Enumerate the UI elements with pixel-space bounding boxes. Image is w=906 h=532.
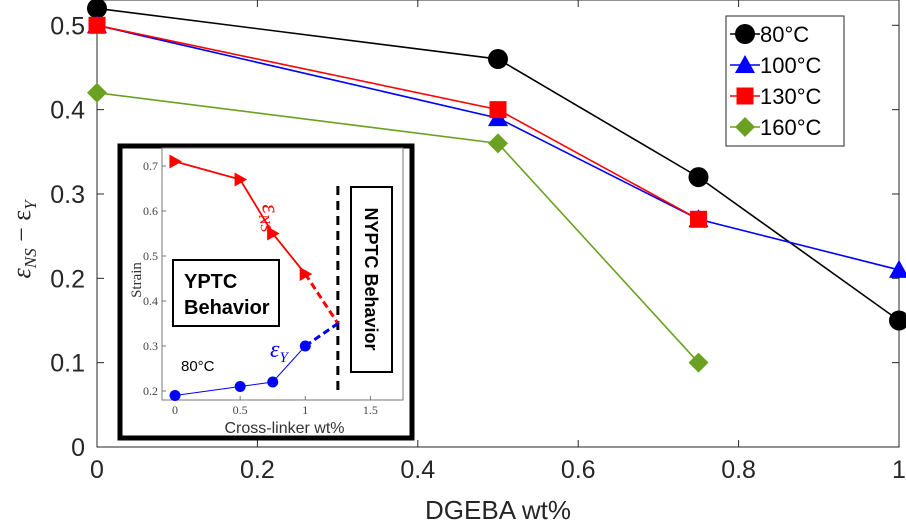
y-tick-label: 0.2 [50, 265, 85, 293]
inset-data-point [267, 376, 279, 388]
inset-x-tick-label: 0 [172, 403, 178, 417]
inset-series-line [174, 345, 306, 396]
y-axis-label-sub: NS [21, 248, 40, 269]
legend-marker [735, 55, 755, 73]
inset-x-axis-label: Cross-linker wt% [224, 420, 344, 437]
nyptc-region-box [350, 186, 393, 373]
inset-data-point [234, 172, 248, 187]
data-point-160°C [688, 352, 709, 373]
data-point-80°C [688, 167, 709, 188]
data-point-80°C [889, 310, 906, 331]
data-point-80°C [87, 0, 107, 19]
y-axis-label-part: ε [7, 268, 36, 279]
inset-y-tick-label: 0.6 [143, 204, 158, 218]
inset-series-label-y: εY [270, 337, 289, 366]
main-plot: 0 0.2 0.4 0.6 0.8 1 0 0.1 0.2 0.3 0.4 0.5 DGEBA wt% ε… [7, 0, 906, 525]
inset-data-point [299, 340, 311, 352]
inset-x-tick-label: 0.5 [233, 403, 248, 417]
y-tick-label: 0 [71, 434, 85, 462]
inset-y-axis-label: Strain [129, 262, 145, 298]
extrapolation-line [304, 322, 339, 348]
y-axis-label: εNS − εY [7, 199, 40, 279]
ypt-region-label: YPTC [184, 271, 237, 293]
ypt-region-box [172, 259, 280, 327]
inset-temperature-label: 80°C [181, 358, 215, 375]
legend-label: 130°C [760, 84, 822, 109]
y-tick-label: 0.5 [50, 12, 85, 40]
inset-y-tick-label: 0.5 [143, 249, 158, 263]
data-point-160°C [488, 133, 508, 154]
y-tick-label: 0.1 [50, 350, 85, 378]
inset-data-point [169, 390, 181, 401]
y-tick-label: 0.4 [50, 97, 85, 125]
nyptc-region-label: NYPTC Behavior [361, 207, 381, 350]
y-axis-label-sub: Y [21, 199, 40, 210]
extrapolation-line [304, 273, 340, 325]
data-point-130°C [489, 101, 507, 119]
legend-label: 100°C [760, 53, 822, 78]
inset-data-point [169, 154, 183, 169]
legend-label: 160°C [760, 115, 822, 140]
inset-series-line [174, 160, 306, 275]
legend-marker [736, 87, 754, 105]
x-tick-label: 1 [892, 456, 906, 484]
x-tick-label: 0 [90, 456, 104, 484]
axes-frame [96, 0, 900, 448]
inset-series-label-sub: Y [279, 350, 289, 366]
inset-series-label-sub: NS [255, 212, 274, 233]
inset-y-tick-label: 0.4 [143, 294, 158, 308]
inset-plot: 0 0.5 1 1.5 0.2 0.3 0.4 0.5 0.6 0.7 Cross-linker w… [117, 143, 415, 441]
inset-y-tick-label: 0.3 [143, 339, 158, 353]
legend: 80°C 100°C 130°C 160°C [725, 15, 845, 147]
legend-marker [735, 24, 755, 44]
y-axis-label-part: − ε [7, 210, 36, 249]
series-line-80°C [96, 7, 900, 322]
x-tick-label: 0.6 [561, 456, 596, 484]
inset-y-tick-label: 0.2 [143, 384, 158, 398]
series-line-100°C [96, 24, 900, 271]
inset-data-point [267, 226, 280, 241]
data-point-160°C [87, 82, 107, 103]
inset-x-tick-label: 1 [302, 403, 308, 417]
inset-y-tick-label: 0.7 [143, 159, 158, 173]
inset-data-point [299, 267, 313, 281]
data-point-80°C [488, 49, 508, 70]
inset-series-label-part: ε [270, 337, 280, 363]
x-tick-label: 0.4 [400, 456, 435, 484]
x-axis-label: DGEBA wt% [425, 495, 571, 525]
data-point-130°C [88, 16, 106, 34]
x-tick-label: 0.2 [240, 456, 275, 484]
data-point-100°C [889, 259, 906, 278]
legend-label: 80°C [760, 22, 809, 47]
data-point-130°C [690, 210, 707, 228]
inset-axes-frame [161, 147, 404, 401]
legend-marker [735, 117, 755, 137]
x-tick-label: 0.8 [721, 456, 756, 484]
inset-data-point [234, 381, 246, 392]
inset-x-tick-label: 1.5 [363, 403, 378, 417]
y-tick-label: 0.3 [50, 181, 85, 209]
ypt-region-label: Behavior [184, 297, 270, 319]
